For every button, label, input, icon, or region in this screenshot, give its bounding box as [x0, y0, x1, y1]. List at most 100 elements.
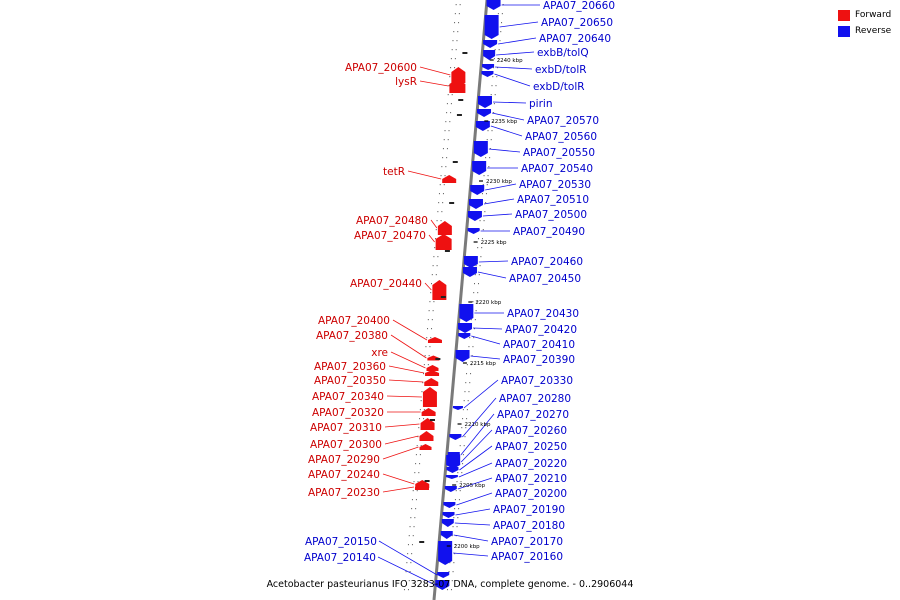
leader-line [473, 327, 503, 330]
track-dot [465, 382, 467, 384]
track-dot [491, 85, 493, 87]
track-dot [495, 85, 497, 87]
track-dot [485, 193, 487, 195]
forward-features [414, 67, 466, 490]
track-dot [410, 517, 412, 519]
reverse-gene-label: APA07_20490 [513, 226, 585, 238]
track-dot [461, 472, 463, 474]
track-dot [456, 40, 458, 42]
track-dot [454, 67, 456, 69]
reverse-gene-label: APA07_20410 [503, 339, 575, 351]
track-dot [415, 499, 417, 501]
track-dot [482, 229, 484, 231]
track-dot [418, 427, 420, 429]
track-dot [407, 544, 409, 546]
track-dot [450, 67, 452, 69]
track-dot [468, 391, 470, 393]
track-dot [470, 319, 472, 321]
reverse-gene-label: APA07_20640 [539, 33, 611, 45]
leader-line [390, 334, 427, 359]
track-dot [430, 337, 432, 339]
genome-caption: Acetobacter pasteurianus IFO 3283-07 DNA… [266, 579, 634, 590]
leader-line [495, 66, 533, 70]
track-dot [464, 391, 466, 393]
track-dot [442, 202, 444, 204]
track-dot [423, 418, 425, 420]
reverse-gene-label: APA07_20560 [525, 131, 597, 143]
track-dot [472, 301, 474, 303]
forward-gene-label: tetR [383, 166, 405, 178]
track-dot [435, 229, 437, 231]
track-dot [458, 499, 460, 501]
track-dot [438, 202, 440, 204]
track-dot [434, 238, 436, 240]
track-dot [481, 238, 483, 240]
leader-line [456, 492, 493, 506]
leader-line [483, 198, 515, 205]
track-dot [466, 364, 468, 366]
leader-line [419, 80, 449, 87]
track-dot [498, 49, 500, 51]
reverse-gene-label: pirin [529, 98, 552, 110]
reverse-gene-label: exbD/tolR [533, 81, 585, 93]
track-dot [433, 256, 435, 258]
track-dash [444, 250, 450, 252]
track-dot [419, 409, 421, 411]
track-dot [413, 526, 415, 528]
track-dot [474, 274, 476, 276]
reverse-gene-label: APA07_20140 [304, 552, 376, 564]
leader-line [386, 395, 422, 398]
track-dot [462, 454, 464, 456]
reverse-gene-label: APA07_20160 [491, 551, 563, 563]
track-dot [431, 328, 433, 330]
reverse-gene-label: APA07_20550 [523, 147, 595, 159]
reverse-gene-arrow [446, 455, 461, 469]
track-dot [439, 184, 441, 186]
track-dot [454, 13, 456, 15]
leader-line [384, 435, 419, 445]
forward-gene-arrow [414, 484, 429, 490]
leader-line [382, 473, 415, 485]
tick-label: 2225 kbp [481, 240, 507, 246]
leader-line [488, 148, 521, 153]
leader-line [390, 351, 426, 369]
track-dot [444, 175, 446, 177]
track-dot [437, 256, 439, 258]
track-dot [477, 238, 479, 240]
track-dot [413, 481, 415, 483]
track-dot [443, 139, 445, 141]
reverse-gene-arrow [473, 141, 488, 157]
label-leader-lines [377, 4, 540, 586]
track-dot [483, 175, 485, 177]
reverse-gene-label: APA07_20270 [497, 409, 569, 421]
reverse-gene-arrow [438, 541, 453, 565]
reverse-gene-label: APA07_20200 [495, 488, 567, 500]
reverse-gene-arrow [481, 71, 494, 77]
forward-gene-label: APA07_20300 [310, 439, 382, 451]
track-dot [431, 274, 433, 276]
reverse-gene-arrow [486, 0, 501, 10]
track-dot [459, 4, 461, 6]
reverse-gene-label: APA07_20220 [495, 458, 567, 470]
track-dot [416, 490, 418, 492]
track-dot [471, 355, 473, 357]
track-dot [456, 481, 458, 483]
reverse-gene-label: APA07_20180 [493, 520, 565, 532]
legend-forward-label: Forward [855, 10, 892, 20]
reverse-gene-arrow [445, 475, 458, 479]
track-dot [454, 544, 456, 546]
reverse-gene-label: APA07_20150 [305, 536, 377, 548]
track-dot [415, 454, 417, 456]
reverse-gene-arrow [467, 228, 480, 234]
tick-label: 2230 kbp [486, 179, 512, 185]
track-dash [419, 541, 425, 543]
leader-line [490, 125, 523, 137]
forward-gene-arrow [437, 221, 452, 235]
track-dot [466, 418, 468, 420]
leader-line [498, 37, 537, 45]
track-dot [433, 301, 435, 303]
track-dot [432, 310, 434, 312]
reverse-gene-label: APA07_20250 [495, 441, 567, 453]
leader-line [453, 534, 489, 542]
